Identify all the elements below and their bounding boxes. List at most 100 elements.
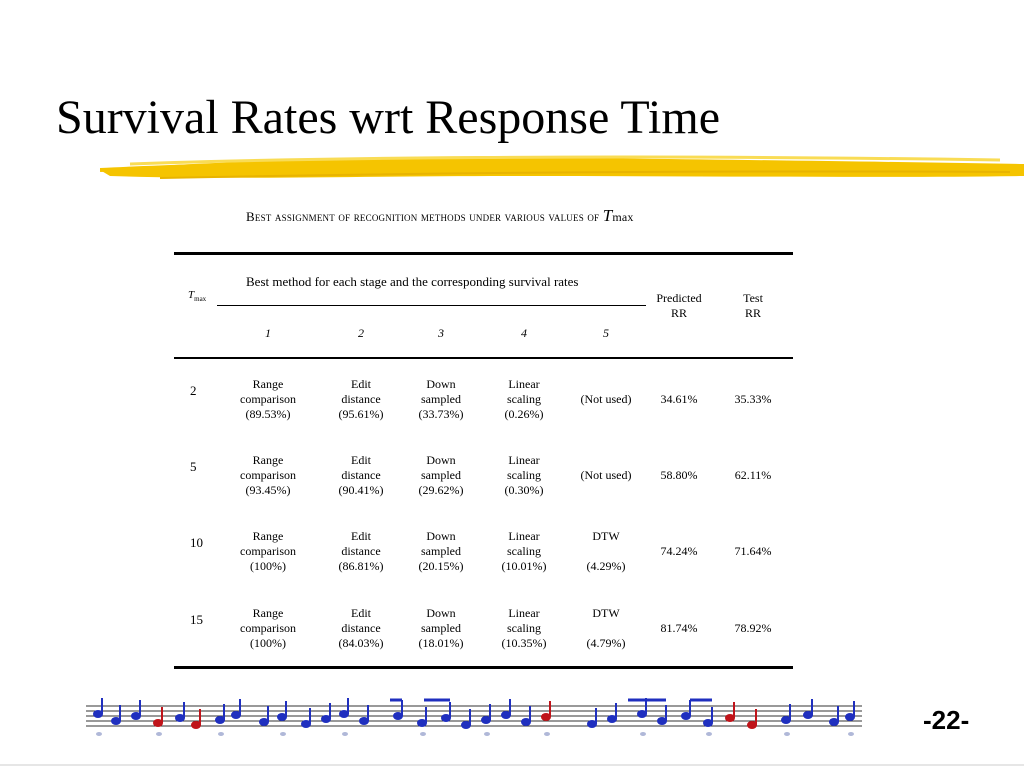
stage-header-1: 1: [265, 326, 271, 340]
stage-method-cell: Edit distance (90.41%): [339, 453, 384, 498]
cell-line: Down: [426, 377, 456, 391]
note-head-icon: [393, 712, 403, 720]
cell-line: sampled: [421, 621, 461, 635]
header-bottom-rule: [174, 357, 793, 359]
note-head-icon: [607, 715, 617, 723]
note-shadow-icon: [706, 732, 712, 736]
cell-line: (0.26%): [504, 407, 544, 421]
cell-line: Down: [426, 529, 456, 543]
stage-method-cell: Linear scaling (10.35%): [502, 606, 547, 651]
tmax-header-var: T: [188, 289, 195, 301]
cell-line: Edit: [351, 606, 371, 620]
note-head-icon: [747, 721, 757, 729]
stage-method-cell: (Not used): [581, 468, 632, 483]
cell-line: (33.73%): [418, 407, 464, 421]
tmax-value: 5: [190, 459, 197, 474]
predicted-rr-header: Predicted RR: [656, 291, 701, 321]
cell-line: (84.03%): [338, 636, 384, 650]
tmax-header: Tmax: [188, 289, 206, 303]
test-header-line2: RR: [744, 306, 762, 320]
cell-line: (10.01%): [501, 559, 547, 573]
note-shadow-icon: [218, 732, 224, 736]
note-head-icon: [191, 721, 201, 729]
cell-line: Down: [426, 453, 456, 467]
note-head-icon: [501, 711, 511, 719]
caption-text: Best assignment of recognition methods u…: [246, 209, 600, 224]
cell-line: scaling: [507, 621, 541, 635]
cell-line: (0.30%): [504, 483, 544, 497]
stage-method-cell: Range comparison (100%): [240, 606, 296, 651]
stage-method-cell: Linear scaling (10.01%): [502, 529, 547, 574]
note-head-icon: [781, 716, 791, 724]
note-head-icon: [339, 710, 349, 718]
cell-line: DTW: [592, 529, 620, 543]
cell-line: Edit: [351, 453, 371, 467]
predicted-header-line1: Predicted: [656, 291, 702, 305]
note-head-icon: [277, 713, 287, 721]
table-bottom-rule: [174, 666, 793, 669]
cell-line: Range: [252, 529, 284, 543]
note-shadow-icon: [484, 732, 490, 736]
cell-line: (89.53%): [245, 407, 291, 421]
cell-line: Edit: [351, 529, 371, 543]
note-head-icon: [131, 712, 141, 720]
stage-method-cell: Edit distance (84.03%): [339, 606, 384, 651]
predicted-rr-value: 81.74%: [660, 621, 698, 635]
caption-variable: T: [602, 206, 613, 225]
cell-line: (4.79%): [586, 636, 626, 650]
note-shadow-icon: [640, 732, 646, 736]
test-header-line1: Test: [743, 291, 763, 305]
note-head-icon: [111, 717, 121, 725]
tmax-value: 15: [190, 612, 203, 627]
cell-line: comparison: [240, 544, 296, 558]
stage-header-3: 3: [438, 326, 444, 340]
note-head-icon: [231, 711, 241, 719]
cell-line: distance: [341, 621, 381, 635]
note-head-icon: [321, 715, 331, 723]
cell-line: scaling: [507, 392, 541, 406]
note-head-icon: [703, 719, 713, 727]
note-head-icon: [521, 718, 531, 726]
stage-header-4: 4: [521, 326, 527, 340]
note-shadow-icon: [784, 732, 790, 736]
header-group-rule: [217, 305, 646, 306]
cell-line: distance: [341, 468, 381, 482]
note-shadow-icon: [280, 732, 286, 736]
stage-method-cell: Down sampled (18.01%): [419, 606, 464, 651]
cell-line: (95.61%): [338, 407, 384, 421]
note-head-icon: [657, 717, 667, 725]
stage-method-cell: (Not used): [581, 392, 632, 407]
footer-divider: [0, 764, 1024, 766]
note-head-icon: [259, 718, 269, 726]
note-head-icon: [461, 721, 471, 729]
note-head-icon: [803, 711, 813, 719]
note-head-icon: [637, 710, 647, 718]
caption-subscript: max: [612, 210, 634, 224]
cell-line: comparison: [240, 621, 296, 635]
predicted-rr-value: 58.80%: [660, 468, 698, 482]
stage-method-cell: Range comparison (93.45%): [240, 453, 296, 498]
note-head-icon: [215, 716, 225, 724]
cell-line: (86.81%): [338, 559, 384, 573]
cell-line: (4.29%): [586, 559, 626, 573]
note-shadow-icon: [96, 732, 102, 736]
note-head-icon: [153, 719, 163, 727]
note-head-icon: [93, 710, 103, 718]
cell-line: scaling: [507, 468, 541, 482]
stage-method-cell: Range comparison (100%): [240, 529, 296, 574]
note-shadow-icon: [420, 732, 426, 736]
stage-method-cell: Linear scaling (0.30%): [505, 453, 544, 498]
cell-line: (20.15%): [418, 559, 464, 573]
cell-line: sampled: [421, 392, 461, 406]
stage-method-cell: DTW (4.29%): [587, 529, 626, 574]
cell-line: sampled: [421, 468, 461, 482]
cell-line: Range: [252, 377, 284, 391]
cell-line: (Not used): [580, 392, 632, 406]
slide-title: Survival Rates wrt Response Time: [56, 91, 721, 144]
tmax-value: 10: [190, 535, 203, 550]
cell-line: comparison: [240, 468, 296, 482]
note-head-icon: [845, 713, 855, 721]
note-head-icon: [829, 718, 839, 726]
stage-header-2: 2: [358, 326, 364, 340]
note-shadow-icon: [848, 732, 854, 736]
